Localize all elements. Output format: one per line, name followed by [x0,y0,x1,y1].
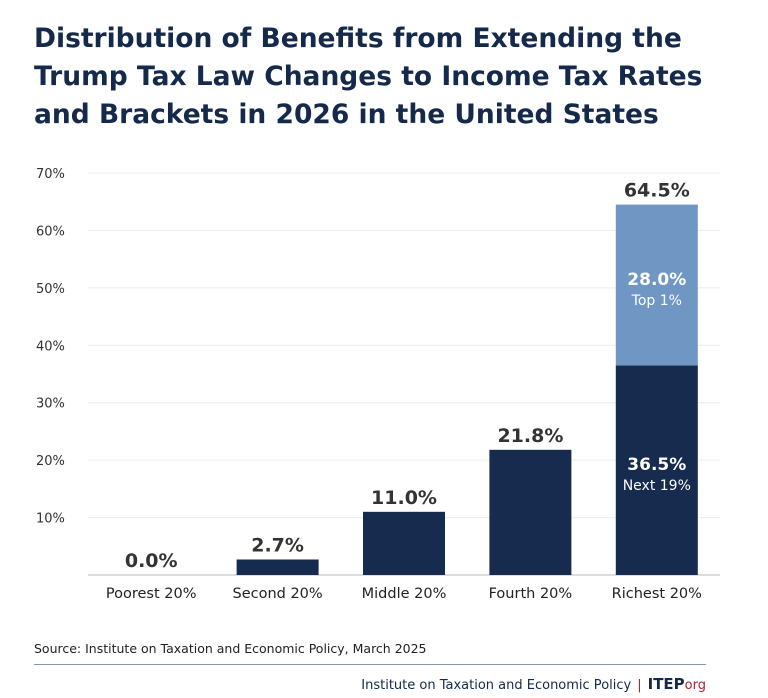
x-category-label: Middle 20% [362,586,447,602]
footer: Institute on Taxation and Economic Polic… [361,675,706,693]
title-line: and Brackets in 2026 in the United State… [34,99,659,130]
itep-logo-suffix: org [684,678,706,693]
bar-total-label: 64.5% [624,180,690,202]
bar-segment [615,365,698,575]
y-tick-label: 60% [36,224,65,239]
bar [363,511,445,575]
y-tick-label: 50% [36,282,65,297]
y-tick-label: 70% [36,167,65,182]
x-category-label: Fourth 20% [489,586,573,602]
title-line: Trump Tax Law Changes to Income Tax Rate… [34,61,703,92]
itep-logo: ITEP [647,675,685,693]
x-category-label: Second 20% [232,586,322,602]
bar [489,449,572,575]
y-tick-label: 10% [36,512,65,527]
bar [236,559,319,575]
bar-total-label: 2.7% [251,534,304,556]
segment-name-label: Next 19% [623,478,691,494]
bar-total-label: 21.8% [497,425,563,447]
x-category-label: Richest 20% [612,586,702,602]
footer-org: Institute on Taxation and Economic Polic… [361,678,632,693]
title-line: Distribution of Benefits from Extending … [34,23,682,54]
y-tick-label: 40% [36,339,65,354]
chart-title: Distribution of Benefits from Extending … [34,20,754,134]
divider [34,664,706,665]
y-tick-label: 20% [36,454,65,469]
bar-segment [615,204,698,366]
segment-value-label: 28.0% [627,270,686,290]
separator: | [637,678,642,693]
x-category-label: Poorest 20% [106,586,197,602]
segment-value-label: 36.5% [627,455,686,475]
source-note: Source: Institute on Taxation and Econom… [34,641,427,656]
y-tick-label: 30% [36,397,65,412]
bar-total-label: 11.0% [371,487,437,509]
bar-total-label: 0.0% [125,550,178,572]
segment-name-label: Top 1% [631,293,682,309]
